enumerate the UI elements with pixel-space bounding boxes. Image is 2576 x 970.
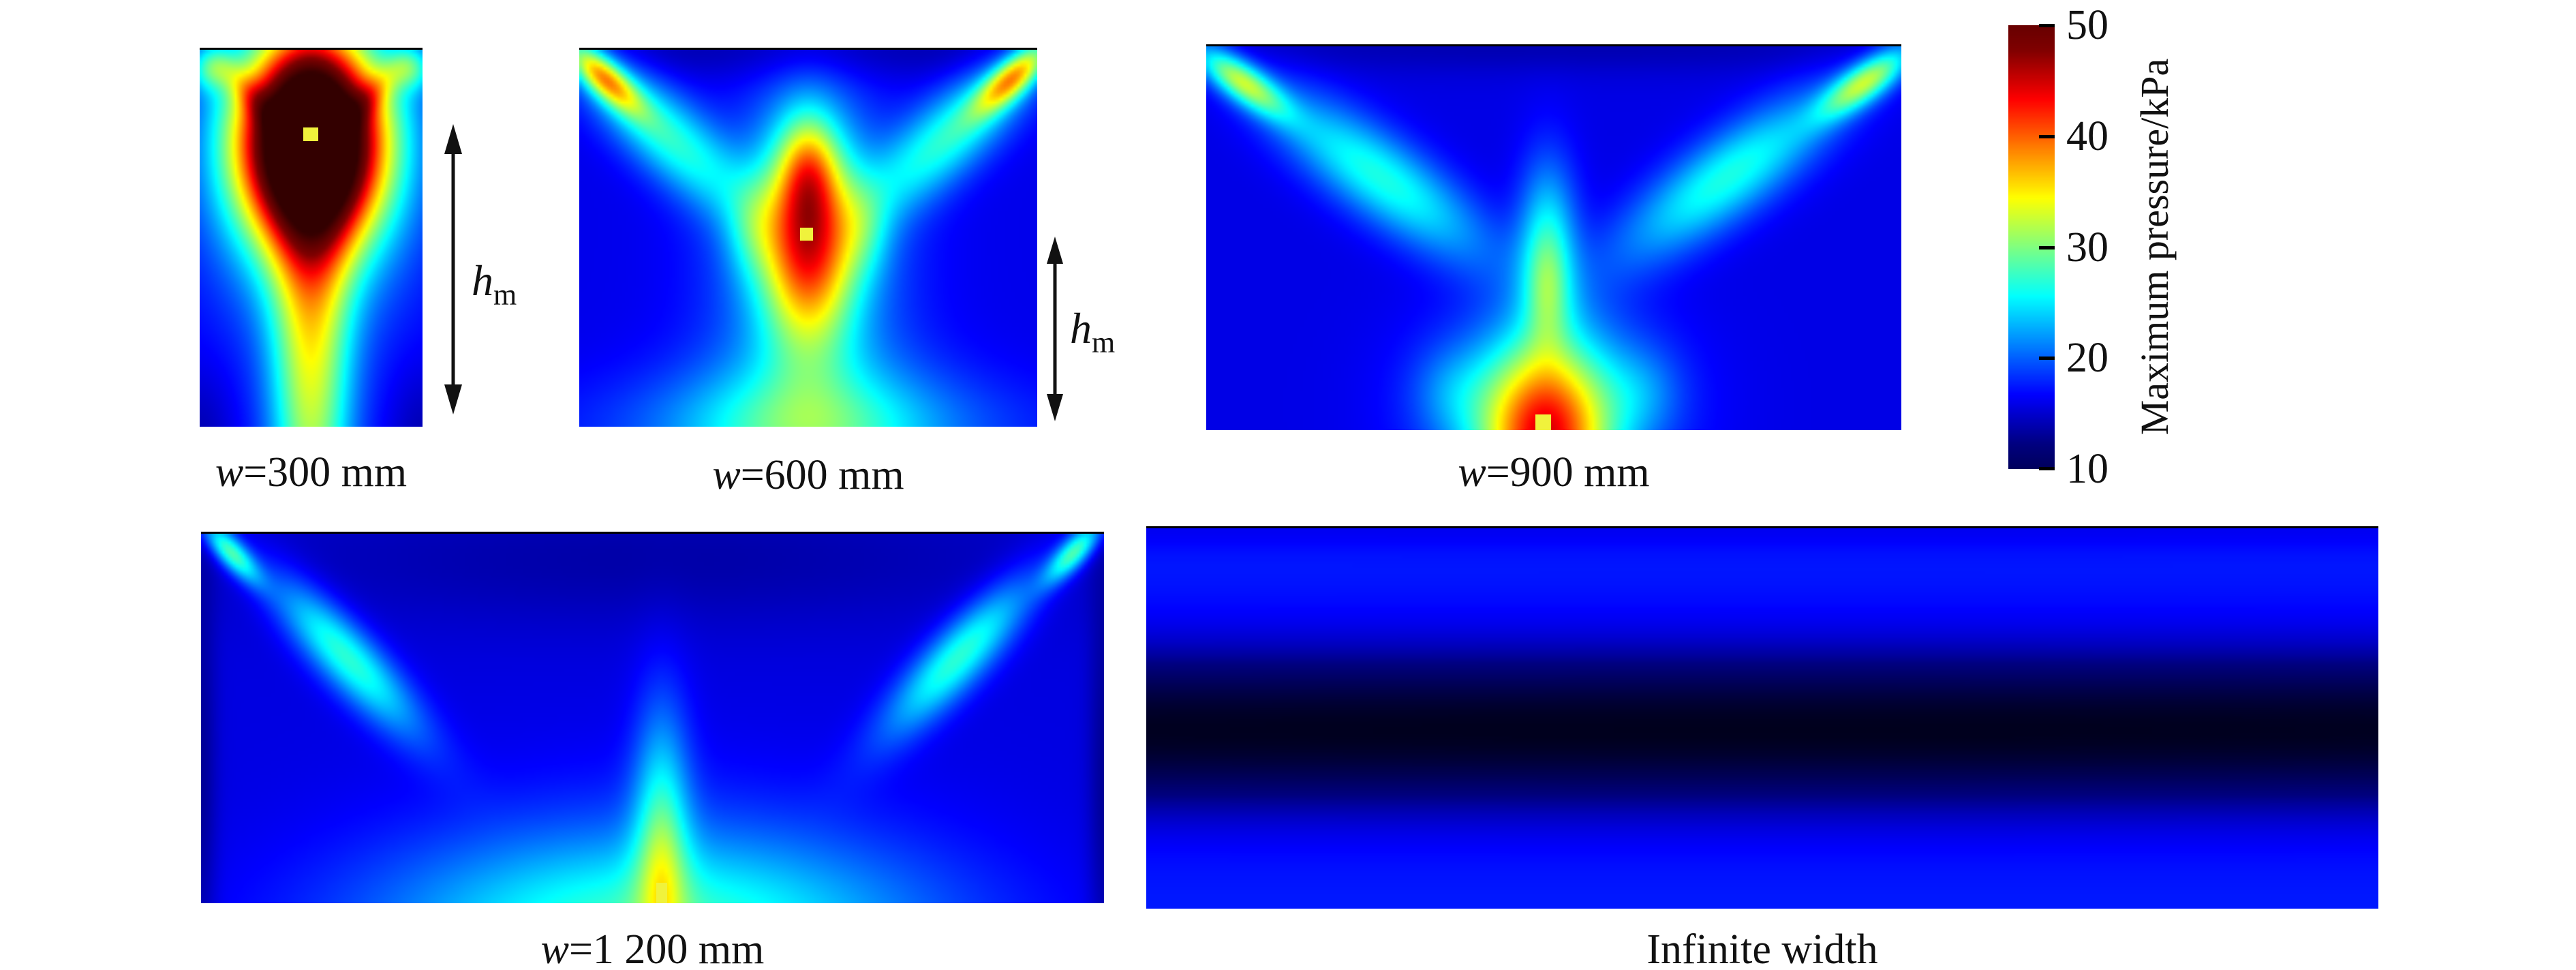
max-pressure-marker-w900 bbox=[1535, 414, 1552, 430]
panel-w300 bbox=[200, 48, 423, 427]
panel-w900 bbox=[1206, 44, 1901, 430]
colorbar-title: Maximum pressure/kPa bbox=[2132, 58, 2177, 436]
colorbar-tick-10 bbox=[2039, 467, 2055, 470]
hm-symbol: h bbox=[1070, 304, 1092, 352]
colorbar-tick-label-50: 50 bbox=[2066, 2, 2109, 48]
heatmap-w1200 bbox=[201, 534, 1104, 903]
arrowhead-down-icon bbox=[444, 384, 462, 414]
arrowhead-up-icon bbox=[444, 124, 462, 154]
heatmap-w300 bbox=[200, 50, 423, 427]
arrowhead-down-icon bbox=[1047, 394, 1063, 421]
caption-infinite-width: Infinite width bbox=[1146, 924, 2378, 970]
hm-label-w600: hm bbox=[1070, 307, 1115, 365]
colorbar-tick-label-10: 10 bbox=[2066, 446, 2109, 492]
heatmap-w900 bbox=[1206, 46, 1901, 430]
colorbar-tick-40 bbox=[2039, 135, 2055, 138]
caption-w900-value: =900 mm bbox=[1486, 449, 1650, 496]
caption-w600-variable: w bbox=[712, 452, 741, 498]
max-pressure-marker-w600 bbox=[799, 228, 813, 241]
caption-w1200-value: =1 200 mm bbox=[568, 926, 765, 970]
colorbar-tick-30 bbox=[2039, 246, 2055, 249]
hm-symbol: h bbox=[472, 256, 493, 305]
caption-w600-value: =600 mm bbox=[740, 452, 904, 498]
hm-subscript: m bbox=[1092, 326, 1116, 359]
caption-w900: w=900 mm bbox=[1206, 447, 1901, 498]
caption-w1200: w=1 200 mm bbox=[201, 924, 1104, 970]
caption-w600: w=600 mm bbox=[579, 450, 1037, 500]
colorbar-tick-label-40: 40 bbox=[2066, 113, 2109, 160]
colorbar-tick-50 bbox=[2039, 24, 2055, 27]
caption-w1200-variable: w bbox=[540, 926, 569, 970]
colorbar-tick-20 bbox=[2039, 357, 2055, 360]
max-pressure-marker-w1200 bbox=[656, 883, 667, 903]
colorbar-tick-label-30: 30 bbox=[2066, 224, 2109, 271]
arrowhead-up-icon bbox=[1047, 237, 1063, 264]
hm-arrow-w600 bbox=[1047, 237, 1063, 421]
colorbar-tick-label-20: 20 bbox=[2066, 335, 2109, 381]
hm-arrow-w300 bbox=[444, 124, 462, 414]
panel-w600 bbox=[579, 48, 1037, 427]
max-pressure-marker-w300 bbox=[303, 127, 318, 142]
hm-subscript: m bbox=[493, 278, 517, 312]
caption-w300: w=300 mm bbox=[200, 447, 423, 498]
caption-w300-variable: w bbox=[215, 449, 244, 496]
heatmap-infinite-width bbox=[1146, 528, 2378, 909]
panel-w1200 bbox=[201, 532, 1104, 903]
caption-w300-value: =300 mm bbox=[243, 449, 408, 496]
hm-label-w300: hm bbox=[472, 259, 517, 317]
panel-infinite-width bbox=[1146, 526, 2378, 909]
caption-w900-variable: w bbox=[1458, 449, 1486, 496]
caption-infinite-width-text: Infinite width bbox=[1646, 926, 1878, 970]
